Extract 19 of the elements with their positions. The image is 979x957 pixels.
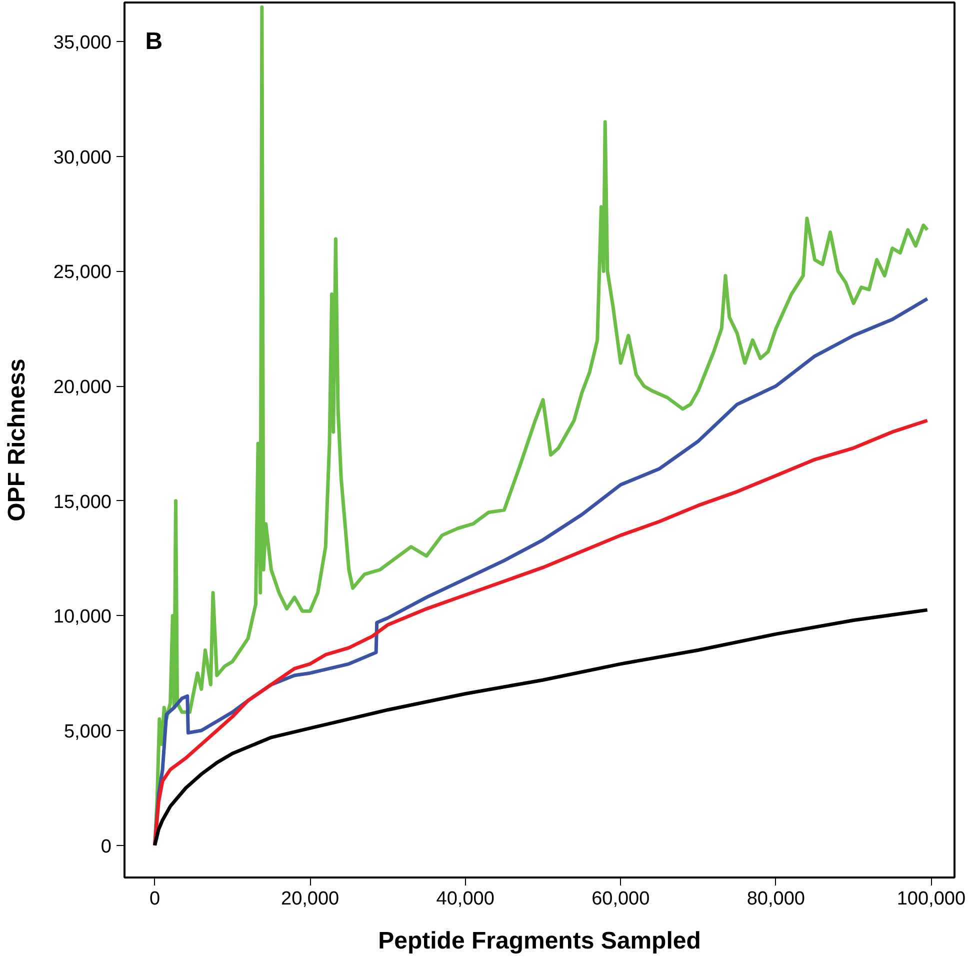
y-tick-label: 20,000 [53,377,112,398]
y-tick-label: 0 [100,836,112,858]
y-tick-label: 35,000 [53,32,112,54]
y-tick-label: 30,000 [53,147,112,168]
x-tick-label: 20,000 [281,888,340,910]
x-tick-label: 80,000 [746,888,805,910]
y-tick-label: 25,000 [53,262,112,284]
x-tick-label: 40,000 [436,888,494,910]
x-tick-label: 60,000 [592,888,650,910]
x-tick-label: 0 [149,888,160,910]
y-axis-title: OPF Richness [3,358,30,522]
y-tick-label: 10,000 [53,606,112,628]
line-series [153,608,930,848]
x-axis-title: Peptide Fragments Sampled [378,928,701,954]
annotation: B [145,28,163,55]
x-tick-label: 100,000 [896,888,966,910]
y-tick-label: 5,000 [64,722,112,743]
y-tick-label: 15,000 [53,492,112,513]
line-series [153,418,930,848]
